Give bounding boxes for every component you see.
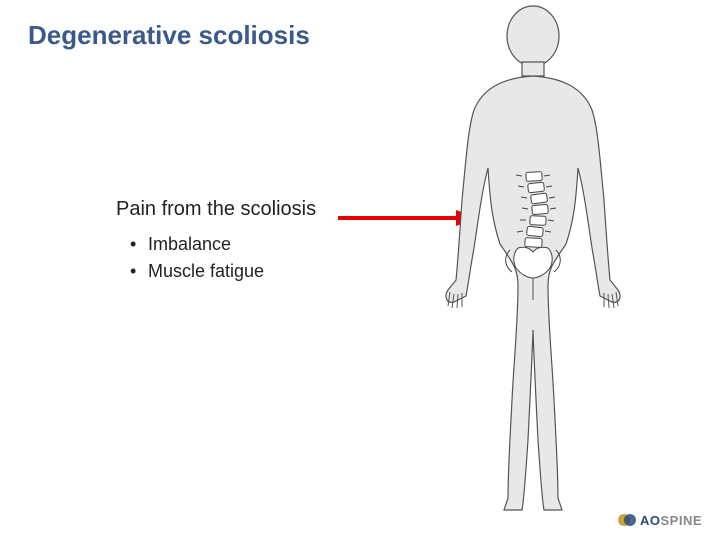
content-block: Pain from the scoliosis Imbalance Muscle… [116,198,316,285]
subtitle: Pain from the scoliosis [116,198,316,221]
logo-text: AOSPINE [640,513,702,528]
globe-icon [618,512,636,528]
slide-container: Degenerative scoliosis Pain from the sco… [0,0,720,540]
logo-text-spine: SPINE [660,513,702,528]
body-figure [418,0,648,520]
bullet-item: Muscle fatigue [130,258,316,285]
logo-text-ao: AO [640,513,661,528]
bullet-list: Imbalance Muscle fatigue [116,231,316,285]
bullet-item: Imbalance [130,231,316,258]
brand-logo: AOSPINE [618,512,702,528]
